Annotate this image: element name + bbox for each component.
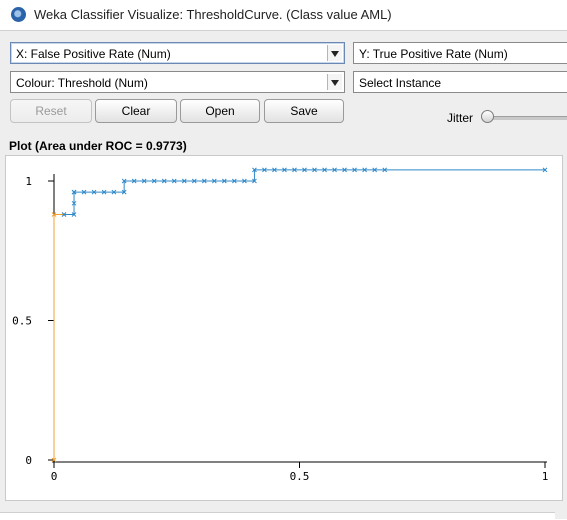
- select-instance-label: Select Instance: [359, 76, 442, 90]
- jitter-label: Jitter: [447, 111, 474, 125]
- data-point: [282, 167, 287, 173]
- data-point: [252, 178, 257, 184]
- data-point: [302, 167, 307, 173]
- roc-series-line: [53, 213, 65, 460]
- plot-title: Plot (Area under ROC = 0.9773): [9, 139, 187, 153]
- data-point: [312, 167, 317, 173]
- data-point: [542, 167, 548, 173]
- data-point: [161, 178, 167, 184]
- window-title: Weka Classifier Visualize: ThresholdCurv…: [34, 7, 392, 22]
- reset-button[interactable]: Reset: [10, 99, 92, 123]
- y-tick-label: 1: [25, 175, 32, 188]
- data-point: [292, 167, 297, 173]
- class-colour-panel: [0, 512, 555, 520]
- data-point: [221, 178, 227, 184]
- data-point: [352, 167, 357, 173]
- data-point: [191, 178, 197, 184]
- data-point: [121, 189, 127, 195]
- data-point: [262, 167, 267, 173]
- data-point: [372, 167, 378, 173]
- x-axis-select-label: X: False Positive Rate (Num): [16, 47, 171, 61]
- data-point: [332, 167, 337, 173]
- data-point: [141, 178, 147, 184]
- y-axis-select-label: Y: True Positive Rate (Num): [359, 47, 508, 61]
- data-point: [201, 178, 207, 184]
- chevron-down-icon[interactable]: [327, 74, 342, 90]
- data-point: [71, 200, 77, 206]
- jitter-slider-thumb[interactable]: [481, 110, 494, 123]
- data-point: [51, 457, 57, 463]
- chevron-down-icon[interactable]: [327, 45, 342, 61]
- select-instance-select[interactable]: Select Instance: [353, 71, 567, 93]
- data-point: [211, 178, 217, 184]
- data-point: [382, 167, 388, 173]
- data-point: [71, 212, 77, 217]
- data-point: [171, 178, 177, 184]
- colour-select-label: Colour: Threshold (Num): [16, 76, 148, 90]
- x-tick-label: 0.5: [290, 470, 310, 483]
- weka-app-icon: [11, 7, 26, 22]
- colour-select[interactable]: Colour: Threshold (Num): [10, 71, 345, 93]
- jitter-slider-track[interactable]: [488, 116, 567, 120]
- data-point: [81, 189, 87, 195]
- data-point: [252, 167, 257, 173]
- data-point: [71, 189, 77, 195]
- data-point: [91, 189, 97, 195]
- visualize-panel: X: False Positive Rate (Num) Y: True Pos…: [0, 30, 567, 520]
- data-point: [272, 167, 277, 173]
- data-point: [181, 178, 187, 184]
- x-tick-label: 0: [51, 470, 58, 483]
- plot-canvas[interactable]: 0 0.5 1 0 0.5 1: [5, 155, 563, 501]
- roc-series-line: [64, 169, 545, 215]
- open-button[interactable]: Open: [180, 99, 260, 123]
- data-point: [101, 189, 107, 195]
- data-point: [362, 167, 368, 173]
- title-bar: Weka Classifier Visualize: ThresholdCurv…: [0, 0, 567, 30]
- clear-button[interactable]: Clear: [95, 99, 177, 123]
- save-button[interactable]: Save: [264, 99, 344, 123]
- data-point: [242, 178, 247, 184]
- data-point: [131, 178, 137, 184]
- data-point: [231, 178, 237, 184]
- roc-chart: 0 0.5 1 0 0.5 1: [12, 167, 549, 483]
- y-tick-label: 0.5: [12, 315, 32, 328]
- data-point: [151, 178, 157, 184]
- x-tick-label: 1: [542, 470, 549, 483]
- data-point: [322, 167, 327, 173]
- x-axis-select[interactable]: X: False Positive Rate (Num): [10, 42, 345, 64]
- data-point: [342, 167, 347, 173]
- data-point: [61, 212, 67, 217]
- data-point: [51, 212, 57, 217]
- data-point: [121, 178, 127, 184]
- data-point: [111, 189, 117, 195]
- y-axis-select[interactable]: Y: True Positive Rate (Num): [353, 42, 567, 64]
- y-tick-label: 0: [25, 454, 32, 467]
